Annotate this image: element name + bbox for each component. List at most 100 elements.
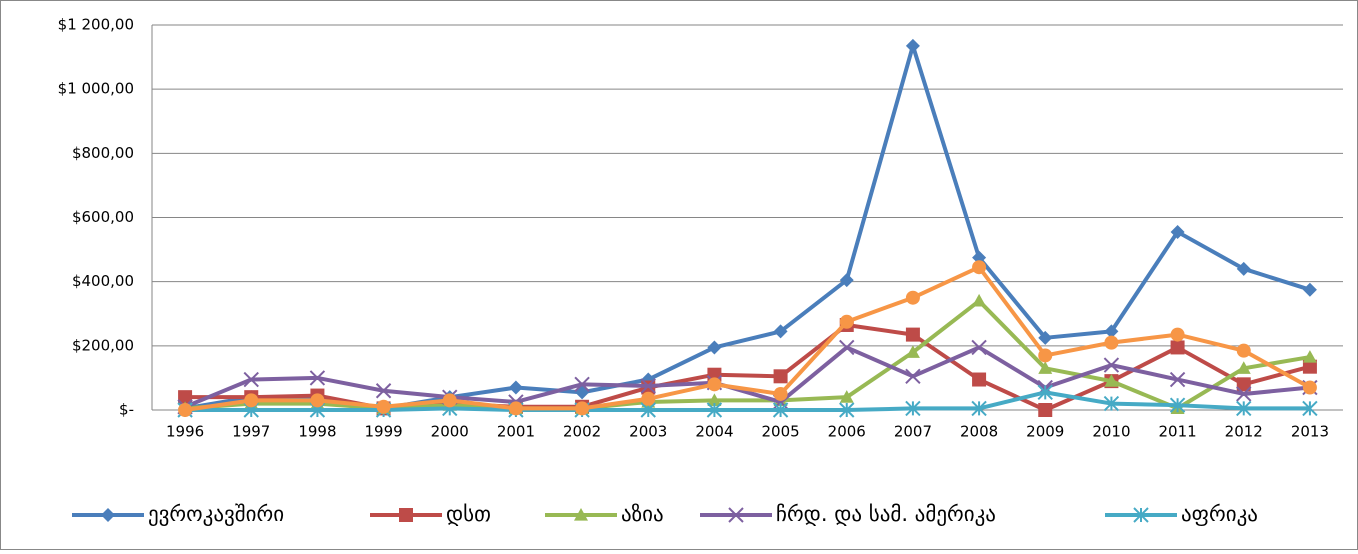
legend-label: აზია xyxy=(621,502,664,526)
marker xyxy=(1103,395,1120,412)
x-tick-label: 2013 xyxy=(1291,423,1329,441)
marker xyxy=(1236,361,1251,374)
marker xyxy=(1169,371,1186,388)
series-line xyxy=(185,390,1310,412)
x-tick-label: 2003 xyxy=(629,423,667,441)
legend-marker xyxy=(1133,507,1149,523)
legend-marker xyxy=(101,508,115,522)
marker xyxy=(1104,374,1119,387)
marker xyxy=(375,383,392,399)
marker xyxy=(1302,380,1317,395)
marker xyxy=(773,369,788,384)
marker xyxy=(1104,335,1119,350)
marker xyxy=(1104,324,1119,339)
marker xyxy=(178,403,193,417)
legend-label: აფრიკა xyxy=(1181,502,1258,526)
marker xyxy=(1236,400,1252,417)
x-tick-label: 1997 xyxy=(232,423,270,441)
marker xyxy=(905,290,920,305)
marker xyxy=(905,345,920,358)
x-tick-label: 2005 xyxy=(761,423,799,441)
y-tick-label: $- xyxy=(119,401,134,419)
marker xyxy=(1236,261,1251,276)
marker xyxy=(839,314,854,329)
marker xyxy=(707,340,722,355)
marker xyxy=(1038,348,1053,363)
marker xyxy=(1170,340,1185,355)
x-tick-label: 2010 xyxy=(1092,423,1130,441)
y-tick-label: $1 200,00 xyxy=(58,16,134,34)
marker xyxy=(575,401,590,416)
x-tick-label: 1996 xyxy=(166,423,204,441)
x-tick-label: 2006 xyxy=(828,423,866,441)
marker xyxy=(972,372,987,387)
series-line xyxy=(184,265,1311,412)
marker xyxy=(574,376,590,393)
marker xyxy=(972,293,987,307)
marker xyxy=(243,371,259,388)
marker xyxy=(839,390,854,403)
x-tick-label: 2001 xyxy=(497,423,535,441)
legend-marker xyxy=(399,508,413,522)
marker xyxy=(706,402,723,418)
marker xyxy=(442,393,457,408)
marker xyxy=(1302,350,1317,363)
marker xyxy=(508,380,523,395)
marker xyxy=(707,393,722,406)
marker xyxy=(1236,343,1251,358)
y-tick-label: $600,00 xyxy=(72,208,134,226)
marker xyxy=(971,339,987,356)
marker xyxy=(773,386,788,401)
marker xyxy=(905,38,920,53)
marker xyxy=(1302,400,1318,417)
marker xyxy=(839,339,855,356)
y-tick-label: $400,00 xyxy=(72,272,134,290)
marker xyxy=(1038,403,1053,417)
marker xyxy=(839,402,855,418)
y-tick-label: $800,00 xyxy=(72,144,134,162)
x-tick-label: 1999 xyxy=(364,423,402,441)
marker xyxy=(1037,384,1053,401)
marker xyxy=(641,391,656,406)
x-tick-label: 2008 xyxy=(960,423,998,441)
x-tick-label: 2011 xyxy=(1158,423,1196,441)
legend-marker xyxy=(728,507,744,523)
marker xyxy=(707,377,722,392)
marker xyxy=(1169,397,1186,413)
marker xyxy=(972,260,987,275)
legend-marker xyxy=(574,508,588,521)
marker xyxy=(1302,282,1317,297)
marker xyxy=(508,401,523,416)
marker xyxy=(1302,359,1317,374)
marker xyxy=(972,250,987,265)
marker xyxy=(839,273,854,288)
x-tick-label: 2012 xyxy=(1225,423,1263,441)
legend-label: დსთ xyxy=(446,502,491,526)
x-tick-label: 2009 xyxy=(1026,423,1064,441)
marker xyxy=(1038,361,1053,374)
marker xyxy=(905,368,921,385)
y-tick-label: $200,00 xyxy=(72,336,134,354)
marker xyxy=(640,378,656,394)
x-tick-label: 2004 xyxy=(695,423,733,441)
marker xyxy=(772,402,789,418)
series-line xyxy=(184,345,1311,409)
marker xyxy=(773,324,788,339)
marker xyxy=(971,400,987,417)
marker xyxy=(310,393,325,408)
marker xyxy=(178,390,193,405)
y-tick-label: $1 000,00 xyxy=(58,80,134,98)
marker xyxy=(1103,357,1120,373)
marker xyxy=(905,400,921,417)
marker xyxy=(1236,386,1252,402)
marker xyxy=(244,393,259,408)
marker xyxy=(1170,224,1185,239)
marker xyxy=(1170,327,1185,342)
marker xyxy=(905,327,920,342)
legend-label: ჩრდ. და სამ. ამერიკა xyxy=(776,502,996,526)
marker xyxy=(376,399,391,414)
legend-label: ევროკავშირი xyxy=(148,502,284,526)
